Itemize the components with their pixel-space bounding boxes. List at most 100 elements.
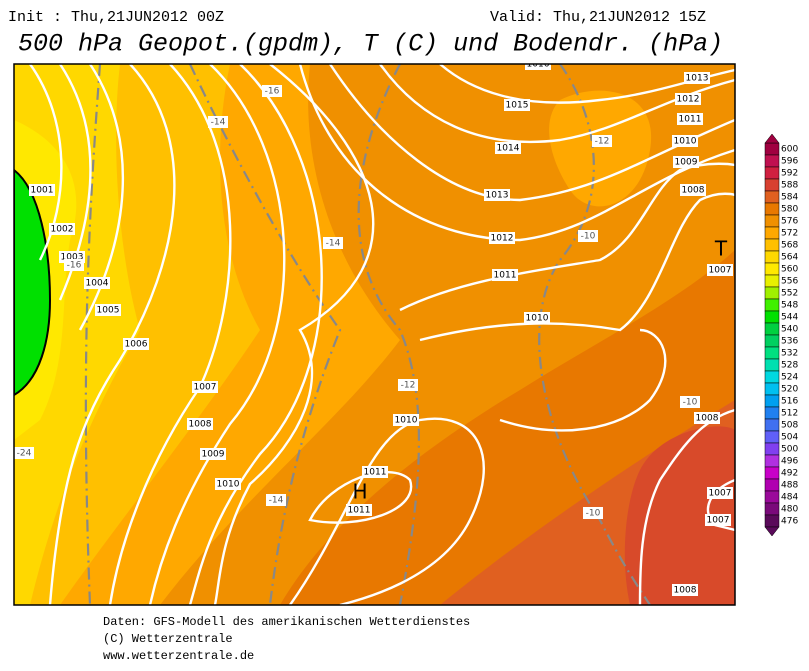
temperature-label-bg	[262, 85, 282, 97]
isobar-label-bg	[504, 99, 530, 111]
isobar-label-bg	[672, 135, 698, 147]
temperature-label: -16	[265, 87, 280, 97]
isobar	[148, 64, 286, 605]
isobar-label: 1013	[686, 74, 709, 84]
temperature-label-bg	[578, 230, 598, 242]
isobar	[289, 417, 485, 605]
pressure-center: T	[714, 237, 728, 261]
legend-swatch	[764, 382, 780, 396]
legend-swatch	[764, 214, 780, 228]
legend-swatch	[764, 370, 780, 384]
legend-swatch	[764, 154, 780, 168]
isotherm	[538, 64, 651, 605]
temperature-label: -12	[401, 381, 416, 391]
legend-label: 572	[781, 229, 798, 239]
temperature-label-bg	[64, 259, 84, 271]
legend-label: 560	[781, 265, 798, 275]
legend-swatch	[764, 298, 780, 312]
footer-line: (C) Wetterzentrale	[103, 632, 233, 646]
temperature-label: -14	[211, 118, 226, 128]
isotherm	[84, 64, 102, 605]
isobar-label: 1005	[97, 306, 120, 316]
isobar	[328, 64, 735, 202]
isobar-label-bg	[495, 142, 521, 154]
isobar-label: 1011	[364, 468, 387, 478]
legend-swatch	[764, 454, 780, 468]
isobar-label-bg	[49, 223, 75, 235]
isobar-label: 1012	[677, 95, 700, 105]
isobar-label: 1010	[395, 416, 418, 426]
legend-swatch	[764, 202, 780, 216]
legend-swatch	[764, 514, 780, 528]
legend-swatch	[764, 442, 780, 456]
isobar-label: 1010	[217, 480, 240, 490]
legend-label: 552	[781, 289, 798, 299]
isobar-label-bg	[680, 184, 706, 196]
legend-label: 576	[781, 217, 798, 227]
legend-label: 500	[781, 445, 798, 455]
isobar-label: 1009	[675, 158, 698, 168]
legend-swatch	[764, 286, 780, 300]
temperature-label: -24	[17, 449, 32, 459]
map-labels: 1001 1002 1003 1004 1005 1006 1007 1008 1009 1010…	[14, 60, 733, 596]
isobar-label-bg	[707, 264, 733, 276]
temperature-label-bg	[323, 237, 343, 249]
legend-label: 600	[781, 145, 798, 155]
legend-swatch	[764, 310, 780, 324]
field-552	[14, 168, 52, 397]
map-frame	[13, 63, 736, 606]
isobar	[78, 64, 125, 331]
legend-label: 524	[781, 373, 798, 383]
legend-swatch	[764, 250, 780, 264]
temperature-label: -10	[586, 509, 601, 519]
isobar	[188, 64, 323, 605]
legend-label: 484	[781, 493, 798, 503]
isobar-label: 1007	[194, 383, 217, 393]
isobar	[48, 64, 176, 605]
field-588	[624, 426, 735, 605]
isobar-label: 1007	[707, 516, 730, 526]
isobar-label-bg	[192, 381, 218, 393]
legend-swatch	[764, 358, 780, 372]
temperature-label: -14	[326, 239, 341, 249]
temperature-label: -16	[67, 261, 82, 271]
legend-swatch	[764, 478, 780, 492]
legend-label: 556	[781, 277, 798, 287]
legend-swatch	[764, 274, 780, 288]
legend-swatch	[764, 490, 780, 504]
isobar-label: 1011	[494, 271, 517, 281]
isobar-label: 1004	[86, 279, 109, 289]
isobar-label-bg	[346, 504, 372, 516]
legend-label: 520	[781, 385, 798, 395]
isobar-label-bg	[673, 156, 699, 168]
legend-swatch	[764, 466, 780, 480]
legend-label: 496	[781, 457, 798, 467]
temperature-label-bg	[583, 507, 603, 519]
legend-label: 492	[781, 469, 798, 479]
isobar-label: 1012	[491, 234, 514, 244]
isobar-label-bg	[524, 312, 550, 324]
legend-label: 480	[781, 505, 798, 515]
legend-swatch	[764, 262, 780, 276]
isotherm	[189, 64, 342, 605]
legend-swatch	[764, 142, 780, 156]
isobar-label-bg	[672, 584, 698, 596]
isobar-label: 1011	[348, 506, 371, 516]
isobar-label-bg	[492, 269, 518, 281]
isobar-label: 1016	[527, 60, 550, 70]
legend-label: 532	[781, 349, 798, 359]
isobar	[499, 328, 667, 432]
legend-label: 540	[781, 325, 798, 335]
legend-swatch	[764, 334, 780, 348]
isobar	[399, 162, 735, 312]
isobar-label-bg	[694, 412, 720, 424]
legend-swatch	[764, 190, 780, 204]
isobar	[419, 192, 735, 342]
color-legend: 600 596 592 588 584 580 576 572 568 564 560 556 552 5…	[764, 133, 798, 537]
temperature-label: -12	[595, 137, 610, 147]
legend-swatch	[764, 418, 780, 432]
map-area: 1001 1002 1003 1004 1005 1006 1007 1008 1009 1010…	[14, 60, 735, 605]
legend-label: 564	[781, 253, 798, 263]
temperature-label: -10	[581, 232, 596, 242]
temperature-label-bg	[398, 379, 418, 391]
